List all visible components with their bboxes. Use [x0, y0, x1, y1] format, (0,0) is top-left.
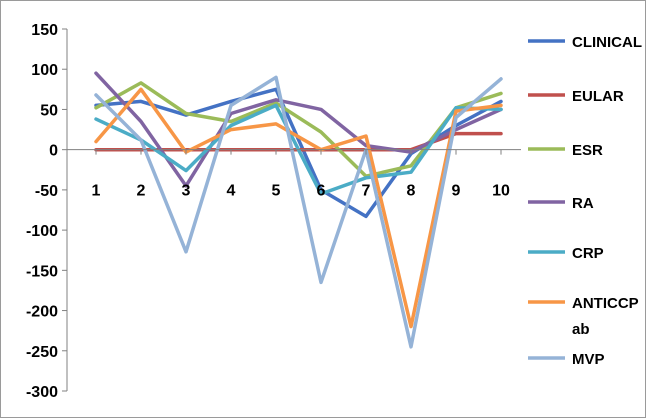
series-line-esr: [94, 81, 503, 178]
y-tick-label: -100: [26, 223, 58, 240]
x-tick-label: 5: [272, 183, 281, 200]
legend-label: CLINICAL: [572, 34, 642, 51]
x-tick-label: 3: [182, 183, 191, 200]
series-lines: [94, 71, 503, 349]
y-tick-label: -200: [26, 304, 58, 321]
y-tick-label: -150: [26, 263, 58, 280]
legend-label: EULAR: [572, 88, 624, 105]
legend-label: ESR: [572, 142, 603, 159]
x-axis: 1 2 3 4 5 6 7 8 9 10: [67, 149, 521, 200]
x-tick-label: 7: [362, 183, 371, 200]
y-tick-label: -250: [26, 344, 58, 361]
x-tick-label: 1: [92, 183, 101, 200]
y-tick-label: 0: [49, 143, 58, 160]
y-tick-label: 50: [40, 102, 58, 119]
y-tick-label: 100: [31, 62, 58, 79]
legend-label: CRP: [572, 245, 604, 262]
x-tick-label: 10: [492, 183, 510, 200]
legend-label: MVP: [572, 351, 605, 368]
legend: CLINICAL EULAR ESR RA CRP ANTICCP ab MVP: [528, 34, 642, 368]
series-line-anticcp-ab: [94, 87, 503, 329]
legend-label: RA: [572, 195, 594, 212]
y-tick-label: -50: [35, 183, 58, 200]
y-tick-label: -300: [26, 384, 58, 401]
series-line-mvp: [94, 75, 503, 349]
legend-label: ANTICCP ab: [572, 295, 639, 338]
x-tick-label: 6: [317, 183, 326, 200]
x-tick-label: 9: [452, 183, 461, 200]
x-tick-label: 4: [227, 183, 236, 200]
y-axis: 150 100 50 0 -50 -100 -150 -200 -250 -300: [26, 22, 68, 401]
x-tick-label: 8: [407, 183, 416, 200]
y-tick-label: 150: [31, 22, 58, 39]
x-tick-label: 2: [137, 183, 146, 200]
